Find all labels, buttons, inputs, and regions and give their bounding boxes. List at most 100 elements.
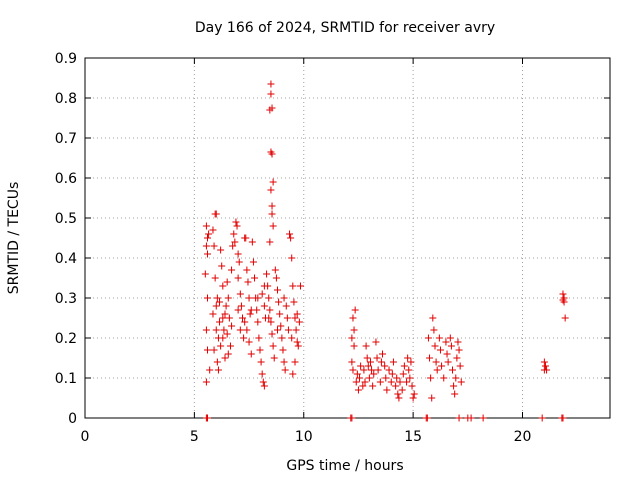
data-point: [274, 326, 281, 334]
data-point: [362, 342, 370, 350]
data-point: [405, 366, 413, 374]
data-point: [255, 334, 263, 342]
data-point: [245, 294, 253, 302]
chart-title: Day 166 of 2024, SRMTID for receiver avr…: [195, 20, 495, 36]
data-point: [277, 322, 285, 330]
data-point: [218, 262, 226, 270]
data-point: [268, 104, 276, 112]
x-tick-label: 10: [295, 429, 313, 445]
data-point: [543, 366, 551, 374]
y-tick-label: 0.8: [55, 91, 77, 107]
data-point: [219, 334, 227, 342]
data-point: [217, 246, 225, 254]
data-point: [453, 354, 461, 362]
data-point: [234, 274, 242, 282]
data-point: [376, 378, 384, 386]
data-point: [383, 386, 391, 394]
data-point: [260, 282, 268, 290]
data-point: [374, 366, 382, 374]
data-point: [256, 346, 264, 354]
data-point: [223, 278, 231, 286]
data-point: [408, 382, 416, 390]
y-tick-label: 0.4: [55, 251, 77, 267]
x-tick-label: 0: [81, 429, 90, 445]
data-point: [237, 302, 245, 310]
data-point: [267, 90, 275, 98]
data-point: [274, 286, 281, 294]
data-point: [561, 314, 569, 322]
data-point: [452, 374, 460, 382]
data-point: [290, 298, 298, 306]
x-axis-label: GPS time / hours: [286, 458, 403, 474]
plot-frame: [84, 57, 611, 419]
data-point: [369, 382, 377, 390]
data-point: [216, 298, 224, 306]
data-point: [379, 350, 386, 358]
data-point: [281, 366, 289, 374]
data-point: [204, 346, 211, 354]
data-point: [351, 306, 359, 314]
data-point: [372, 338, 380, 346]
data-point: [223, 330, 231, 338]
data-point: [220, 326, 228, 334]
data-point: [202, 242, 210, 250]
data-point: [288, 334, 296, 342]
data-point: [398, 386, 406, 394]
data-point: [266, 238, 274, 246]
points-layer: [201, 80, 569, 422]
data-point: [267, 186, 275, 194]
data-point: [292, 326, 300, 334]
data-point: [449, 366, 456, 374]
y-tick-label: 0: [68, 411, 77, 427]
data-point: [296, 282, 304, 290]
data-point: [212, 210, 220, 218]
data-point: [216, 318, 224, 326]
y-tick-label: 0.9: [55, 51, 77, 67]
data-point: [395, 394, 403, 402]
data-point: [234, 306, 242, 314]
data-point: [236, 290, 244, 298]
data-point: [295, 318, 303, 326]
data-point: [446, 334, 454, 342]
data-point: [243, 326, 251, 334]
data-point: [392, 382, 400, 390]
y-tick-label: 0.5: [55, 211, 77, 227]
data-point: [213, 294, 221, 302]
data-point: [447, 342, 455, 350]
data-point: [365, 374, 373, 382]
data-point: [436, 346, 444, 354]
data-point: [282, 302, 290, 310]
data-point: [210, 346, 218, 354]
data-point: [284, 326, 292, 334]
data-point: [251, 274, 259, 282]
data-point: [270, 354, 278, 362]
data-point: [349, 366, 357, 374]
data-point: [389, 358, 397, 366]
data-point: [206, 366, 214, 374]
data-point: [268, 330, 276, 338]
data-point: [393, 374, 401, 382]
data-point: [541, 362, 549, 370]
data-point: [373, 354, 381, 362]
data-point: [289, 282, 297, 290]
data-point: [404, 354, 412, 362]
data-point: [267, 80, 275, 88]
data-point: [202, 222, 210, 230]
data-point: [228, 266, 236, 274]
data-point: [230, 230, 238, 238]
data-point: [269, 222, 277, 230]
data-point: [246, 310, 254, 318]
data-point: [438, 362, 446, 370]
data-point: [204, 250, 211, 258]
data-point: [348, 358, 356, 366]
data-point: [406, 374, 414, 382]
data-point: [560, 298, 568, 306]
data-point: [268, 202, 276, 210]
data-point: [424, 334, 432, 342]
data-point: [275, 298, 283, 306]
data-point: [368, 366, 376, 374]
data-point: [209, 226, 217, 234]
data-point: [214, 366, 222, 374]
data-point: [245, 338, 253, 346]
data-point: [288, 254, 296, 262]
